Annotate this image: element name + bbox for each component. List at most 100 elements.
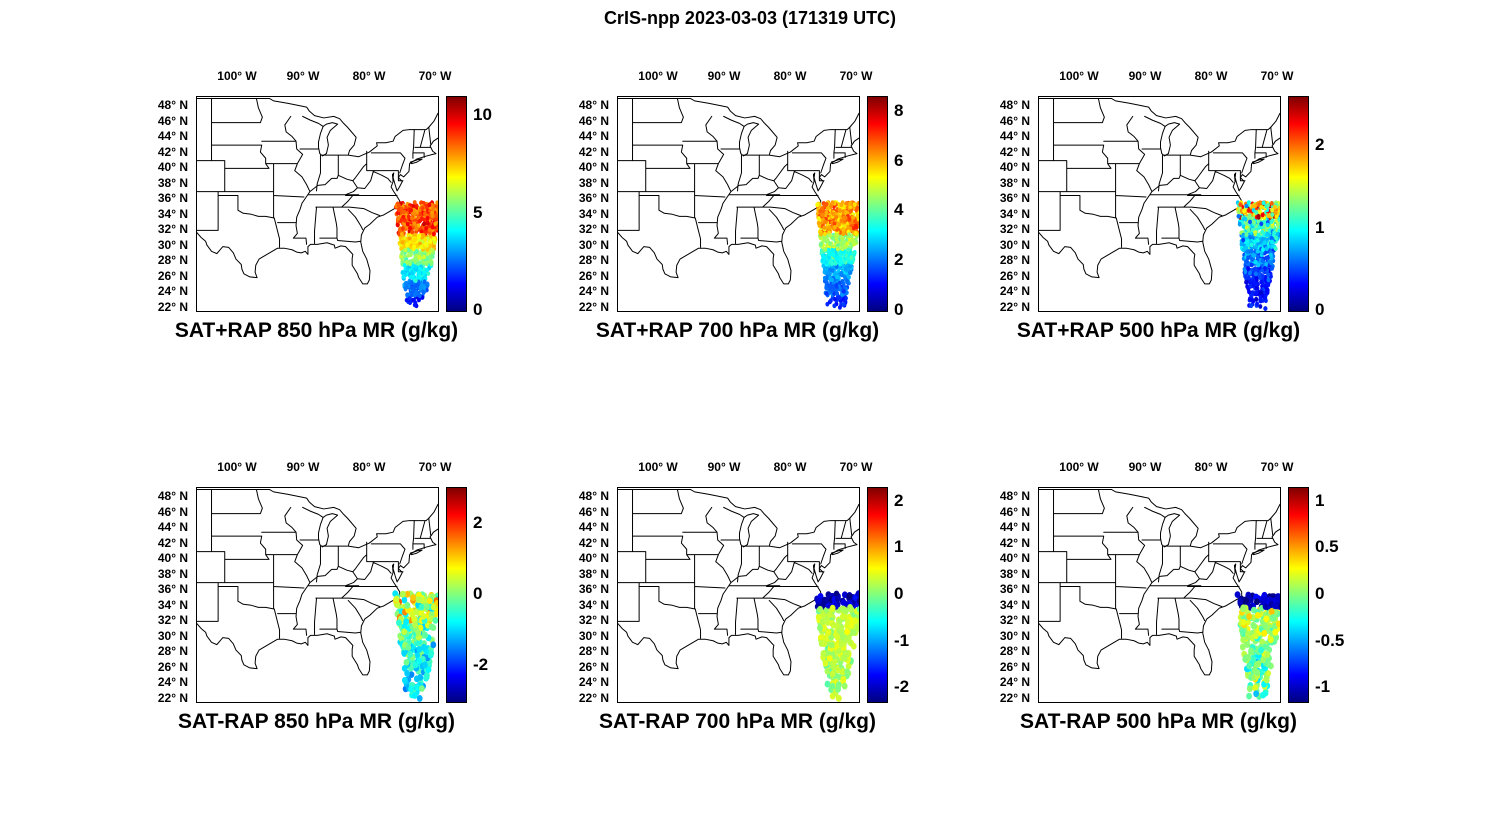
observation-dot	[1244, 220, 1249, 226]
observation-dot	[841, 231, 846, 237]
observation-dot	[1239, 643, 1246, 651]
observation-dot	[1264, 651, 1271, 658]
map-frame	[1038, 487, 1281, 703]
observation-dot	[410, 229, 415, 235]
observation-dot	[818, 241, 823, 247]
observation-dot	[1243, 216, 1248, 222]
observation-dot	[1253, 259, 1258, 265]
observation-dot	[1277, 205, 1280, 211]
observation-dot	[418, 603, 425, 611]
observation-dot	[839, 668, 846, 676]
observation-dot	[856, 597, 859, 605]
observation-dot	[831, 664, 837, 672]
colorbar	[1288, 96, 1309, 312]
lat-tick-label: 24° N	[157, 675, 188, 690]
observation-dot	[1263, 676, 1270, 684]
observation-dot	[1244, 279, 1249, 285]
colorbar-tick-label: 0	[473, 300, 483, 319]
observation-dot	[831, 236, 835, 241]
observation-dot	[406, 214, 411, 220]
observation-dot	[407, 296, 412, 301]
observation-dot	[1270, 212, 1275, 217]
observation-dot	[1248, 234, 1253, 240]
colorbar	[1288, 487, 1309, 703]
observation-dot	[403, 618, 410, 626]
observation-dot	[817, 605, 824, 613]
observation-dot	[1263, 615, 1270, 623]
observation-dot	[839, 613, 846, 620]
colorbar	[446, 96, 467, 312]
observation-dot	[1246, 208, 1251, 213]
observation-dot	[422, 211, 427, 217]
observation-dot	[1259, 221, 1264, 227]
observation-dot	[1246, 613, 1253, 620]
observation-dot	[824, 680, 831, 688]
panel-title: SAT+RAP 700 hPa MR (g/kg)	[595, 319, 880, 342]
observation-dot	[1255, 255, 1260, 260]
colorbar	[867, 96, 888, 312]
observation-dot	[1249, 297, 1254, 302]
observation-dot	[827, 225, 832, 230]
observation-dot	[421, 643, 427, 651]
observation-dot	[839, 246, 844, 251]
observation-dot	[835, 255, 840, 261]
observation-dot	[1250, 257, 1255, 262]
observation-dot	[425, 281, 430, 287]
longitude-axis: 100° W 90° W 80° W 70° W	[638, 69, 873, 83]
observation-dot	[1260, 258, 1265, 264]
observation-dot	[410, 594, 417, 602]
observation-dot	[400, 590, 406, 598]
lat-tick-label: 28° N	[999, 644, 1030, 659]
observation-dot	[401, 664, 408, 672]
observation-dot	[840, 235, 845, 241]
lat-tick-label: 46° N	[578, 504, 609, 519]
observation-dot	[825, 270, 830, 275]
observation-dot	[1244, 232, 1249, 238]
colorbar-ticks: -2 0 2	[473, 487, 525, 701]
lat-tick-label: 22° N	[578, 299, 609, 314]
observation-dot	[839, 218, 844, 223]
lat-tick-label: 26° N	[578, 659, 609, 674]
latitude-axis: 48° N 46° N 44° N 42° N 40° N 38° N 36° N 34° N…	[547, 98, 609, 315]
observation-dot	[1245, 259, 1249, 264]
colorbar-tick-label: -0.5	[1315, 630, 1345, 650]
observation-dot	[425, 267, 430, 273]
observation-dot	[837, 305, 842, 310]
observation-dot	[1265, 660, 1272, 668]
observation-dot	[1267, 636, 1274, 644]
observation-dot	[818, 231, 823, 237]
observation-dot	[1247, 270, 1252, 276]
observation-dot	[824, 291, 829, 296]
observation-dot	[852, 202, 857, 207]
observation-dot	[395, 222, 400, 228]
observation-dot	[427, 227, 432, 233]
colorbar-tick-label: 0.5	[1315, 537, 1339, 557]
observation-dot	[850, 642, 857, 650]
observation-dot	[412, 237, 417, 243]
observation-dot	[850, 629, 857, 636]
lat-tick-label: 34° N	[157, 206, 188, 221]
observation-dot	[837, 295, 842, 301]
observation-dot	[412, 200, 417, 205]
panel-title: SAT+RAP 500 hPa MR (g/kg)	[1016, 319, 1301, 342]
observation-dot	[1259, 279, 1264, 285]
observation-dot	[835, 685, 841, 693]
observation-dot	[411, 288, 416, 294]
observation-dot	[1266, 282, 1271, 288]
observation-dot	[411, 691, 418, 699]
lat-tick-label: 30° N	[578, 237, 609, 252]
observation-dot	[1239, 628, 1246, 636]
lat-tick-label: 42° N	[999, 144, 1030, 159]
colorbar	[867, 487, 888, 703]
observation-dot	[404, 590, 411, 598]
colorbar-ticks: -1 -0.5 0 0.5 1	[1315, 487, 1367, 701]
observation-dot	[825, 628, 832, 636]
observation-dot	[405, 221, 410, 227]
observation-dot	[402, 263, 407, 268]
observation-dot	[819, 618, 826, 626]
observation-dot	[402, 209, 406, 215]
observation-dot	[401, 649, 408, 657]
lat-tick-label: 38° N	[157, 566, 188, 581]
colorbar-tick-label: 1	[1315, 217, 1325, 237]
observation-dot	[414, 683, 420, 691]
